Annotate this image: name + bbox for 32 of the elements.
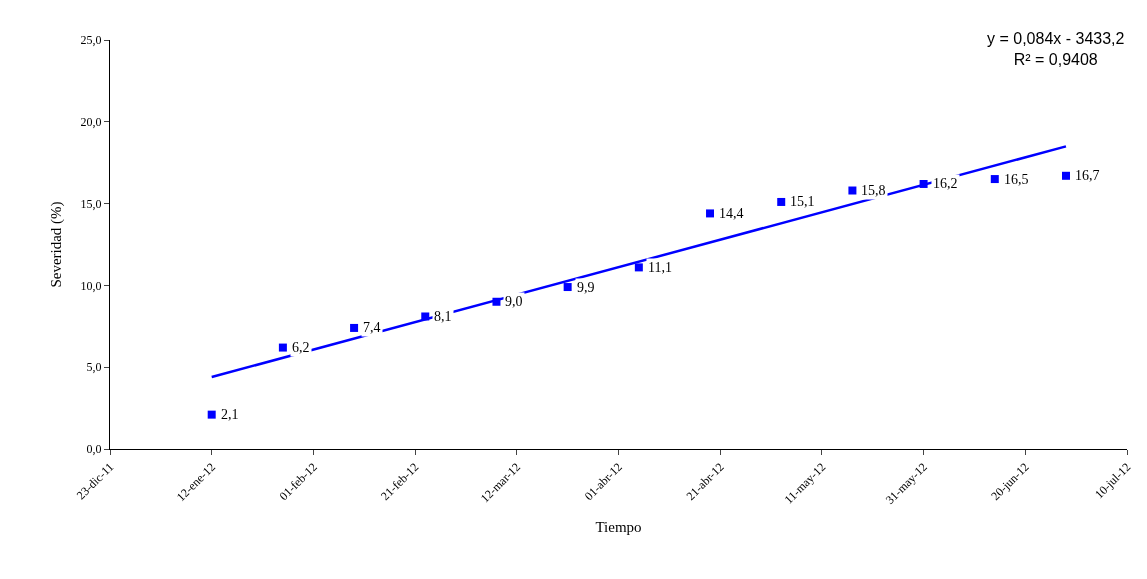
point bbox=[634, 263, 643, 272]
data-label: 7,4 bbox=[363, 320, 381, 335]
y-tick-label: 25,0 bbox=[80, 33, 102, 48]
data-label: 16,7 bbox=[1075, 168, 1100, 183]
y-tick-label: 10,0 bbox=[80, 278, 102, 293]
data-label: 15,8 bbox=[861, 183, 886, 198]
point bbox=[706, 209, 715, 218]
y-tick-label: 5,0 bbox=[86, 360, 102, 375]
x-axis-title: Tiempo bbox=[595, 519, 642, 535]
point bbox=[1061, 171, 1070, 180]
point bbox=[777, 197, 786, 206]
point bbox=[990, 175, 999, 184]
data-label: 9,0 bbox=[505, 294, 523, 309]
point bbox=[278, 343, 287, 352]
y-tick-label: 15,0 bbox=[80, 196, 102, 211]
data-label: 15,1 bbox=[790, 194, 815, 209]
data-label: 11,1 bbox=[648, 260, 672, 275]
data-label: 16,5 bbox=[1004, 172, 1029, 187]
y-tick-label: 0,0 bbox=[86, 442, 102, 457]
data-label: 8,1 bbox=[434, 309, 452, 324]
data-label: 2,1 bbox=[221, 407, 239, 422]
data-label: 14,4 bbox=[719, 206, 744, 221]
data-label: 16,2 bbox=[933, 176, 958, 191]
y-axis-title: Severidad (%) bbox=[47, 201, 65, 288]
point bbox=[350, 323, 359, 332]
data-label: 6,2 bbox=[292, 340, 310, 355]
point bbox=[207, 410, 216, 419]
point bbox=[848, 186, 857, 195]
point bbox=[563, 283, 572, 292]
annotation: y = 0,084x - 3433,2 R² = 0,9408 bbox=[987, 30, 1125, 68]
y-tick-label: 20,0 bbox=[80, 115, 102, 129]
data-label: 9,9 bbox=[577, 280, 595, 295]
